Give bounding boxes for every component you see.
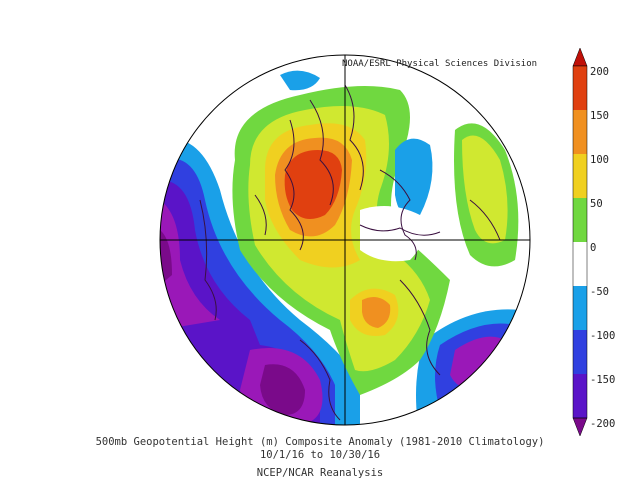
- colorbar-bottom-arrow: [572, 417, 588, 437]
- colorbar-seg-5: [573, 242, 587, 286]
- caption-dates: 10/1/16 to 10/30/16: [259, 449, 381, 461]
- colorbar-seg-2: [573, 110, 587, 154]
- colorbar-seg-1: [573, 66, 587, 110]
- colorbar-tick: 50: [590, 198, 603, 210]
- colorbar-tick: 100: [590, 154, 609, 166]
- colorbar-seg-6: [573, 286, 587, 330]
- colorbar-top-arrow: [572, 47, 588, 67]
- colorbar-seg-7: [573, 330, 587, 374]
- colorbar-tick: -150: [590, 374, 616, 386]
- colorbar-tick: 200: [590, 66, 609, 78]
- colorbar-seg-8: [573, 374, 587, 418]
- colorbar-tick: 0: [590, 242, 597, 254]
- colorbar-tick: 150: [590, 110, 609, 122]
- caption-title: 500mb Geopotential Height (m) Composite …: [95, 436, 545, 448]
- colorbar-seg-3: [573, 154, 587, 198]
- colorbar: [572, 47, 588, 437]
- colorbar-seg-4: [573, 198, 587, 242]
- colorbar-tick: -200: [590, 418, 616, 430]
- credit-text: NOAA/ESRL Physical Sciences Division: [342, 59, 538, 69]
- map-border: [159, 54, 531, 426]
- coastlines: [199, 84, 501, 421]
- colorbar-tick: -50: [590, 286, 609, 298]
- colorbar-tick: -100: [590, 330, 616, 342]
- caption-source: NCEP/NCAR Reanalysis: [256, 467, 384, 479]
